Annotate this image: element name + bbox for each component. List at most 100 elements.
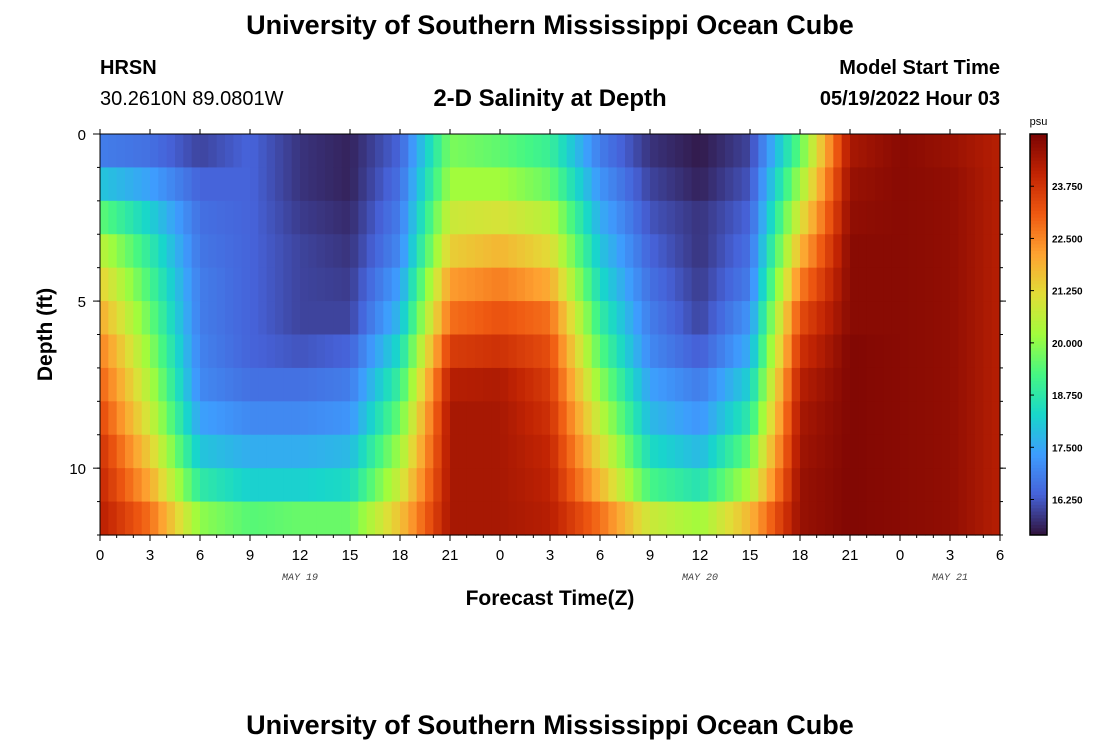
heatmap-cell (300, 134, 309, 169)
heatmap-cell (633, 301, 643, 336)
heatmap-cell (241, 167, 251, 202)
heatmap-cell (216, 468, 226, 503)
heatmap-cell (850, 501, 859, 536)
heatmap-cell (716, 334, 726, 369)
heatmap-cell (808, 334, 818, 369)
heatmap-cell (300, 401, 309, 436)
heatmap-cell (933, 167, 943, 202)
heatmap-cell (108, 301, 118, 336)
heatmap-cell (258, 200, 268, 235)
heatmap-cell (175, 167, 184, 202)
heatmap-cell (550, 167, 559, 202)
heatmap-cell (700, 434, 709, 469)
colorbar-segment (1030, 444, 1047, 449)
heatmap-cell (525, 234, 534, 269)
heatmap-cell (633, 367, 643, 402)
colorbar-segment (1030, 254, 1047, 259)
heatmap-cell (883, 468, 893, 503)
heatmap-cell (616, 134, 626, 169)
heatmap-cell (175, 267, 184, 302)
heatmap-cell (500, 468, 509, 503)
heatmap-cell (566, 301, 576, 336)
heatmap-cell (891, 334, 901, 369)
heatmap-cell (625, 234, 634, 269)
heatmap-cell (966, 434, 976, 469)
heatmap-cell (491, 234, 501, 269)
heatmap-cell (758, 434, 768, 469)
heatmap-cell (100, 401, 109, 436)
heatmap-cell (366, 301, 376, 336)
heatmap-cell (508, 301, 518, 336)
heatmap-cell (675, 267, 684, 302)
heatmap-cell (308, 301, 318, 336)
heatmap-cell (741, 334, 751, 369)
heatmap-cell (525, 167, 534, 202)
heatmap-cell (408, 434, 418, 469)
heatmap-cell (333, 501, 343, 536)
heatmap-cell (558, 434, 568, 469)
colorbar-segment (1030, 250, 1047, 255)
heatmap-cell (883, 167, 893, 202)
heatmap-cell (500, 367, 509, 402)
heatmap-cell (191, 200, 201, 235)
heatmap-cell (166, 200, 176, 235)
heatmap-cell (341, 401, 351, 436)
heatmap-cell (650, 434, 659, 469)
heatmap-cell (800, 301, 809, 336)
heatmap-cell (183, 134, 193, 169)
heatmap-cell (108, 234, 118, 269)
heatmap-cell (833, 200, 843, 235)
heatmap-cell (775, 501, 784, 536)
colorbar-segment (1030, 468, 1047, 473)
heatmap-cell (975, 200, 984, 235)
heatmap-cell (841, 434, 851, 469)
heatmap-cell (341, 301, 351, 336)
heatmap-cell (900, 301, 909, 336)
heatmap-cell (216, 301, 226, 336)
heatmap-cell (491, 501, 501, 536)
heatmap-cell (800, 200, 809, 235)
heatmap-cell (841, 234, 851, 269)
heatmap-cell (191, 401, 201, 436)
heatmap-cell (508, 334, 518, 369)
heatmap-cell (141, 501, 151, 536)
heatmap-cell (175, 134, 184, 169)
heatmap-cell (775, 468, 784, 503)
colorbar-segment (1030, 431, 1047, 436)
heatmap-cell (100, 234, 109, 269)
heatmap-cell (616, 267, 626, 302)
heatmap-cell (925, 367, 934, 402)
heatmap-cell (958, 434, 968, 469)
heatmap-cell (100, 367, 109, 402)
colorbar-segment (1030, 434, 1047, 439)
heatmap-cell (275, 167, 284, 202)
heatmap-cell (383, 134, 393, 169)
heatmap-cell (691, 501, 701, 536)
heatmap-cell (383, 267, 393, 302)
heatmap-cell (316, 401, 326, 436)
heatmap-cell (308, 200, 318, 235)
heatmap-cell (691, 200, 701, 235)
heatmap-cell (475, 401, 484, 436)
heatmap-cell (675, 167, 684, 202)
heatmap-cell (275, 234, 284, 269)
heatmap-cell (491, 334, 501, 369)
heatmap-cell (708, 468, 718, 503)
heatmap-cell (875, 367, 884, 402)
heatmap-cell (741, 234, 751, 269)
colorbar-segment (1030, 220, 1047, 225)
heatmap-cell (608, 468, 618, 503)
heatmap-cell (491, 301, 501, 336)
y-tick-label: 0 (78, 127, 86, 144)
heatmap-cell (616, 234, 626, 269)
heatmap-cell (208, 401, 218, 436)
heatmap-cell (983, 234, 993, 269)
heatmap-cell (558, 234, 568, 269)
heatmap-cell (483, 200, 493, 235)
heatmap-cell (791, 501, 801, 536)
heatmap-cell (158, 167, 168, 202)
heatmap-cell (483, 267, 493, 302)
heatmap-cell (316, 468, 326, 503)
heatmap-cell (816, 367, 826, 402)
heatmap-cell (266, 200, 276, 235)
